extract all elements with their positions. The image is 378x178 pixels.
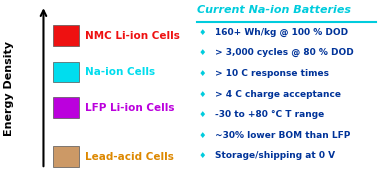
Text: LFP Li-ion Cells: LFP Li-ion Cells <box>85 103 175 113</box>
Bar <box>53 62 79 82</box>
Text: 160+ Wh/kg @ 100 % DOD: 160+ Wh/kg @ 100 % DOD <box>215 28 349 37</box>
Text: ♦: ♦ <box>198 48 206 57</box>
Text: Storage/shipping at 0 V: Storage/shipping at 0 V <box>215 151 336 161</box>
Bar <box>53 25 79 46</box>
Text: Lead-acid Cells: Lead-acid Cells <box>85 152 174 162</box>
Text: ♦: ♦ <box>198 151 206 161</box>
Text: > 10 C response times: > 10 C response times <box>215 69 330 78</box>
Text: NMC Li-ion Cells: NMC Li-ion Cells <box>85 31 180 41</box>
Text: Na-ion Cells: Na-ion Cells <box>85 67 155 77</box>
Text: > 4 C charge acceptance: > 4 C charge acceptance <box>215 90 341 99</box>
Text: ♦: ♦ <box>198 90 206 99</box>
Text: ♦: ♦ <box>198 28 206 37</box>
Text: Current Na-ion Batteries: Current Na-ion Batteries <box>197 5 350 15</box>
Bar <box>53 146 79 167</box>
Text: -30 to +80 °C T range: -30 to +80 °C T range <box>215 110 325 119</box>
Text: ♦: ♦ <box>198 131 206 140</box>
Text: ♦: ♦ <box>198 69 206 78</box>
Text: > 3,000 cycles @ 80 % DOD: > 3,000 cycles @ 80 % DOD <box>215 48 354 57</box>
Text: ♦: ♦ <box>198 110 206 119</box>
Bar <box>53 98 79 118</box>
Text: ~30% lower BOM than LFP: ~30% lower BOM than LFP <box>215 131 351 140</box>
Text: Energy Density: Energy Density <box>5 41 14 137</box>
